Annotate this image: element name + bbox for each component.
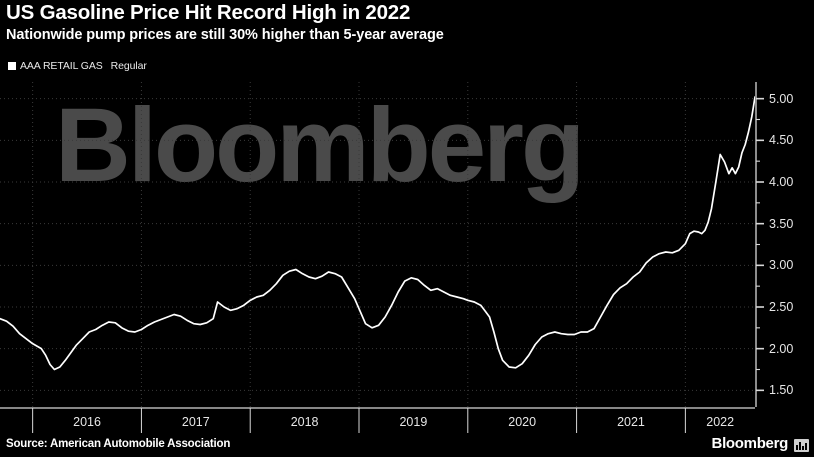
series-layer — [0, 96, 755, 371]
x-axis-tick-label: 2018 — [290, 415, 319, 429]
bloomberg-terminal-icon — [794, 439, 809, 452]
x-axis-tick-label: 2022 — [706, 415, 735, 429]
y-axis-tick-label: 1.50 — [769, 383, 794, 398]
chart-footer: Source: American Automobile Association … — [0, 435, 814, 457]
x-axis-tick-label: 2019 — [399, 415, 428, 429]
page-subtitle: Nationwide pump prices are still 30% hig… — [6, 27, 444, 43]
x-axis: 2016 2017 2018 2019 2020 2021 2022 — [0, 407, 755, 435]
y-axis-tick-label: 4.50 — [769, 133, 794, 148]
y-axis-ticks — [755, 82, 764, 407]
x-axis-ticks — [0, 407, 755, 433]
source-note: Source: American Automobile Association — [6, 438, 231, 450]
chart-legend: AAA RETAIL GAS Regular — [8, 60, 147, 72]
x-axis-tick-label: 2017 — [181, 415, 210, 429]
y-axis-tick-label: 2.50 — [769, 300, 794, 314]
plot-area — [0, 82, 755, 407]
legend-series-name: AAA RETAIL GAS — [20, 60, 103, 72]
legend-series-qualifier: Regular — [110, 60, 147, 72]
y-axis: 1.502.002.503.003.504.004.505.00 $/gallo… — [755, 82, 814, 407]
legend-swatch-icon — [8, 62, 16, 70]
y-axis-tick-label: 4.00 — [769, 175, 794, 189]
series-line — [0, 96, 755, 371]
price-line-chart — [0, 82, 755, 407]
x-axis-tick-label: 2016 — [73, 415, 101, 429]
y-axis-tick-label: 2.00 — [769, 341, 794, 356]
bloomberg-brand: Bloomberg — [711, 435, 789, 452]
y-axis-tick-label: 5.00 — [769, 91, 794, 106]
page-title: US Gasoline Price Hit Record High in 202… — [6, 1, 411, 24]
y-axis-tick-label: 3.50 — [769, 216, 794, 231]
x-axis-tick-label: 2020 — [508, 415, 537, 429]
y-axis-tick-label: 3.00 — [769, 258, 794, 273]
gridlines — [0, 82, 755, 407]
x-axis-tick-label: 2021 — [617, 415, 645, 429]
